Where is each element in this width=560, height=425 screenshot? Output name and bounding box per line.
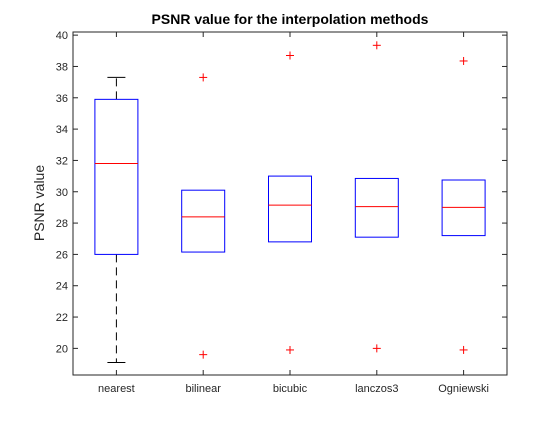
box-iqr (181, 189, 226, 253)
outlier-marker (286, 345, 294, 354)
y-tick-label: 20 (56, 343, 68, 355)
y-axis-label: PSNR value (31, 165, 47, 241)
box-bilinear (181, 73, 226, 359)
box-iqr (94, 98, 139, 255)
y-tick-label: 38 (56, 61, 68, 73)
plot-area (72, 31, 508, 376)
chart-title: PSNR value for the interpolation methods (152, 11, 429, 27)
x-tick-label: bilinear (185, 383, 221, 395)
y-tick-label: 32 (56, 155, 68, 167)
box-Ogniewski (441, 56, 486, 354)
outlier-marker (199, 350, 208, 359)
outlier-marker (459, 345, 468, 354)
y-tick-label: 26 (56, 249, 68, 261)
y-axis: 20 22 24 26 28 30 32 34 36 38 40 (56, 30, 507, 355)
box-bicubic (268, 51, 312, 354)
box-lanczos3 (354, 41, 399, 353)
y-tick-label: 40 (56, 30, 68, 42)
y-tick-label: 24 (56, 281, 68, 293)
outlier-marker (459, 56, 468, 65)
x-tick-label: lanczos3 (355, 383, 398, 395)
x-axis: nearest bilinear bicubic lanczos3 Ogniewski (98, 32, 489, 395)
box-iqr (268, 175, 312, 243)
y-tick-label: 28 (56, 218, 68, 230)
x-tick-label: bicubic (273, 383, 308, 395)
y-tick-label: 22 (56, 312, 68, 324)
x-tick-label: nearest (98, 383, 135, 395)
y-tick-label: 30 (56, 187, 68, 199)
box-iqr (354, 177, 399, 238)
y-tick-label: 36 (56, 93, 68, 105)
boxes-layer (94, 41, 486, 363)
x-tick-label: Ogniewski (438, 383, 489, 395)
outlier-marker (372, 344, 381, 353)
outlier-marker (372, 41, 381, 50)
y-tick-label: 34 (56, 124, 68, 136)
outlier-marker (199, 73, 208, 82)
box-nearest (94, 76, 139, 363)
outlier-marker (286, 51, 294, 60)
